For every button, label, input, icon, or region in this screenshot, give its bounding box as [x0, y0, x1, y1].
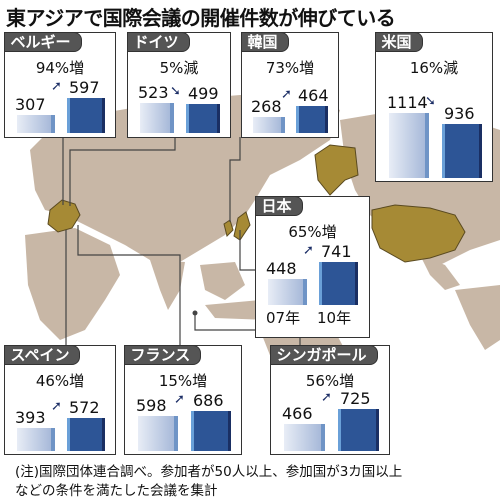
change-label: 94%増: [35, 59, 85, 77]
map-highlight-japan: [233, 211, 251, 241]
country-label: ドイツ: [126, 31, 190, 52]
value-label-2007: 466: [282, 404, 313, 423]
bar-2007: [140, 103, 174, 133]
arrow-up-icon: ➚: [51, 79, 62, 94]
country-label: スペイン: [3, 344, 81, 365]
country-label: ベルギー: [3, 31, 82, 52]
arrow-up-icon: ➚: [281, 87, 292, 102]
bar-2010: [296, 106, 328, 133]
change-label: 73%増: [265, 59, 315, 77]
bar-2007: [268, 279, 307, 305]
change-label: 16%減: [409, 59, 459, 77]
map-landmass-seasia: [200, 262, 245, 300]
country-panel: 韓国 73%増 268 464 ➚: [240, 31, 339, 138]
country-panel: スペイン 46%増 393 572 ➚: [3, 344, 116, 455]
country-label: フランス: [123, 344, 202, 365]
bar-2010: [319, 262, 358, 305]
value-label-2010: 572: [69, 398, 100, 417]
country-panel: シンガポール 56%増 466 725 ➚: [269, 344, 390, 455]
bar-2010: [442, 124, 482, 178]
value-label-2007: 523: [138, 83, 169, 102]
value-label-2010: 464: [298, 86, 329, 105]
bar-2007: [389, 113, 429, 178]
year-label-2007: 07年: [266, 309, 301, 327]
country-panel: ドイツ 5%減 523 499 ➘: [126, 31, 231, 138]
map-highlight-europe: [47, 199, 81, 233]
footnote-line-2: などの条件を満たした会議を集計: [15, 483, 218, 499]
country-panel: フランス 15%増 598 686 ➚: [123, 344, 242, 455]
country-panel: ベルギー 94%増 307 597 ➚: [3, 31, 116, 138]
country-label: 日本: [254, 195, 303, 216]
value-label-2010: 686: [193, 391, 224, 410]
map-landmass-africa: [25, 228, 120, 340]
map-highlight-korea: [223, 219, 234, 237]
value-label-2007: 393: [15, 408, 46, 427]
change-label: 15%増: [158, 372, 208, 390]
arrow-down-icon: ➘: [170, 84, 181, 99]
country-panel: 米国 16%減 1114 936 ➘: [374, 31, 493, 182]
change-label: 46%増: [35, 372, 85, 390]
value-label-2007: 268: [251, 97, 282, 116]
bar-2007: [17, 428, 55, 451]
map-landmass-central-america: [420, 255, 460, 290]
value-label-2010: 741: [321, 242, 352, 261]
value-label-2007: 598: [136, 396, 167, 415]
chart-title: 東アジアで国際会議の開催件数が伸びている: [6, 6, 396, 30]
bar-2010: [186, 104, 220, 133]
map-highlight-usa: [371, 204, 466, 263]
map-landmass-india: [150, 260, 185, 310]
bar-2010: [67, 98, 105, 133]
arrow-up-icon: ➚: [174, 392, 185, 407]
change-label: 56%増: [305, 372, 355, 390]
country-label: 米国: [374, 31, 423, 52]
bar-2007: [138, 416, 178, 451]
arrow-up-icon: ➚: [303, 243, 314, 258]
country-label: シンガポール: [269, 344, 378, 365]
footnote-line-1: (注)国際団体連合調べ。参加者が50人以上、参加国が3カ国以上: [15, 464, 403, 480]
value-label-2007: 1114: [387, 93, 428, 112]
arrow-up-icon: ➚: [321, 390, 332, 405]
bar-2007: [17, 115, 55, 133]
value-label-2010: 499: [188, 84, 219, 103]
value-label-2010: 725: [340, 389, 371, 408]
change-label: 5%減: [159, 59, 199, 77]
map-highlight-alaska: [314, 144, 359, 196]
value-label-2010: 597: [69, 78, 100, 97]
arrow-up-icon: ➚: [51, 399, 62, 414]
bar-2007: [284, 424, 325, 451]
bar-2010: [338, 409, 379, 451]
change-label: 65%増: [288, 223, 337, 241]
bar-2007: [253, 117, 285, 133]
bar-2010: [191, 411, 231, 451]
map-landmass-south-america: [455, 285, 500, 350]
value-label-2007: 448: [266, 259, 297, 278]
year-label-2010: 10年: [317, 309, 352, 327]
country-panel: 日本 65%増 448 741 ➚ 07年 10年: [254, 195, 370, 338]
country-label: 韓国: [240, 31, 289, 52]
arrow-down-icon: ➘: [425, 94, 436, 109]
bar-2010: [67, 418, 105, 451]
value-label-2010: 936: [444, 104, 475, 123]
value-label-2007: 307: [15, 95, 46, 114]
